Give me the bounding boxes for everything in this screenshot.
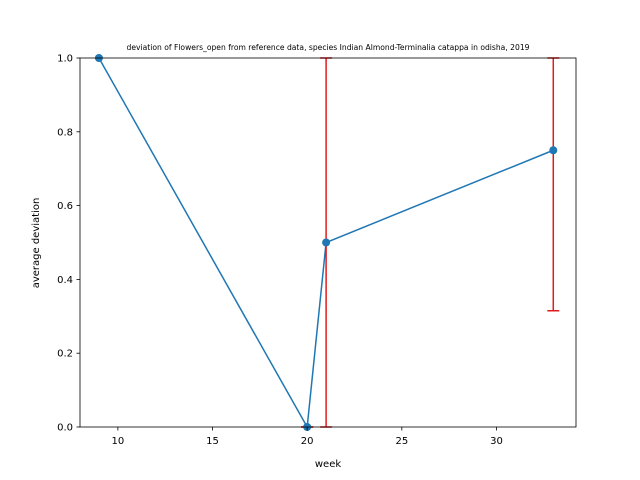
y-tick-label: 0.0 xyxy=(57,423,73,434)
x-tick-label: 15 xyxy=(206,436,219,447)
plot-area xyxy=(79,54,577,431)
x-tick-label: 10 xyxy=(111,436,124,447)
y-tick-label: 0.6 xyxy=(57,201,73,212)
data-point xyxy=(549,146,558,155)
x-tick-label: 25 xyxy=(395,436,408,447)
x-tick-label: 30 xyxy=(490,436,503,447)
axes-frame xyxy=(79,57,577,428)
y-axis-label: average deviation xyxy=(31,198,42,289)
y-tick-label: 0.4 xyxy=(57,275,73,286)
x-axis-ticks: 10 15 20 25 30 xyxy=(111,427,503,447)
chart-title: deviation of Flowers_open from reference… xyxy=(127,43,530,52)
y-axis-ticks: 0.0 0.2 0.4 0.6 0.8 1.0 xyxy=(57,54,80,434)
y-tick-label: 0.8 xyxy=(57,127,73,138)
x-tick-label: 20 xyxy=(301,436,314,447)
y-tick-label: 1.0 xyxy=(57,54,73,65)
x-axis-label: week xyxy=(315,459,341,470)
data-point xyxy=(322,238,331,247)
series-line xyxy=(98,57,554,430)
y-tick-label: 0.2 xyxy=(57,349,73,360)
